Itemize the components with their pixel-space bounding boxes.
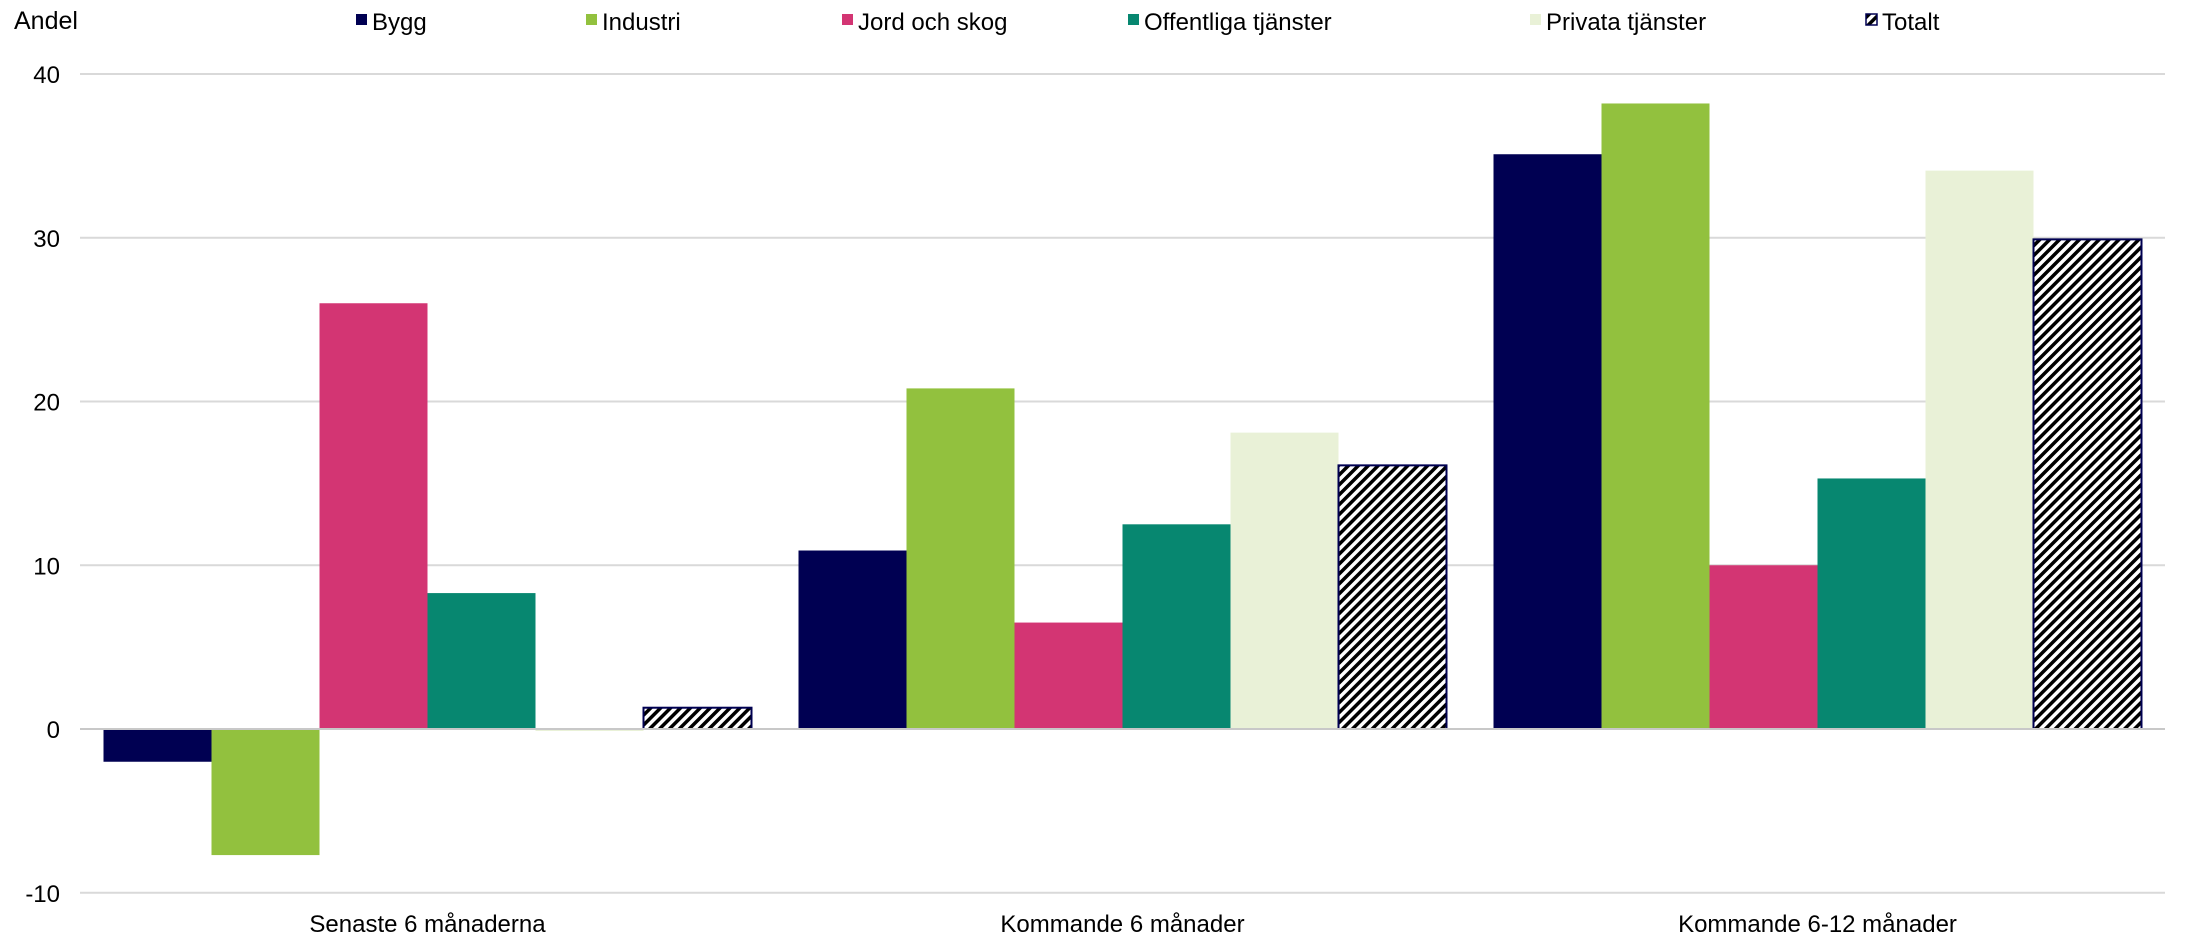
- bar-bygg: [798, 550, 907, 729]
- legend: Bygg Industri Jord och skog Offentliga tjän…: [356, 9, 1940, 36]
- bars: [80, 103, 2165, 856]
- legend-swatch: [1865, 13, 1878, 26]
- legend-label: Offentliga tjänster: [1144, 9, 1332, 36]
- bar-industri: [211, 729, 320, 856]
- bar-privata-tjänster: [1230, 432, 1339, 729]
- bar-jord-och-skog: [319, 303, 428, 729]
- bar-industri: [906, 388, 1015, 729]
- y-tick-label: 10: [33, 553, 60, 580]
- y-axis: Andel -10 0 10 20 30 40: [14, 7, 78, 908]
- bar-privata-tjänster: [1925, 170, 2034, 730]
- legend-label: Privata tjänster: [1546, 9, 1706, 36]
- bar-jord-och-skog: [1014, 622, 1123, 729]
- legend-label: Industri: [602, 9, 681, 36]
- y-axis-label: Andel: [14, 7, 78, 35]
- y-tick-label: 0: [47, 717, 60, 744]
- legend-label: Jord och skog: [858, 9, 1007, 36]
- legend-label: Bygg: [372, 9, 427, 36]
- legend-swatch: [356, 14, 367, 25]
- legend-swatch: [1530, 14, 1541, 25]
- legend-swatch: [842, 14, 853, 25]
- bar-industri: [1601, 103, 1710, 730]
- legend-swatch: [1128, 14, 1139, 25]
- x-tick-label: Senaste 6 månaderna: [309, 911, 546, 936]
- legend-label: Totalt: [1882, 9, 1940, 36]
- legend-swatch: [586, 14, 597, 25]
- bar-offentliga-tjänster: [427, 593, 536, 729]
- y-tick-label: 40: [33, 62, 60, 89]
- y-tick-label: 20: [33, 390, 60, 417]
- bar-totalt: [1337, 464, 1448, 730]
- x-tick-label: Kommande 6-12 månader: [1678, 911, 1957, 936]
- bar-totalt: [642, 706, 753, 731]
- y-tick-label: -10: [25, 881, 60, 908]
- x-axis: Senaste 6 månaderna Kommande 6 månader Kom…: [309, 911, 1957, 936]
- bar-bygg: [1493, 154, 1602, 730]
- bar-offentliga-tjänster: [1122, 524, 1231, 729]
- bar-totalt: [2032, 238, 2143, 730]
- bar-bygg: [103, 729, 212, 762]
- x-tick-label: Kommande 6 månader: [1000, 911, 1244, 936]
- y-tick-label: 30: [33, 226, 60, 253]
- bar-jord-och-skog: [1709, 565, 1818, 729]
- bar-offentliga-tjänster: [1817, 478, 1926, 729]
